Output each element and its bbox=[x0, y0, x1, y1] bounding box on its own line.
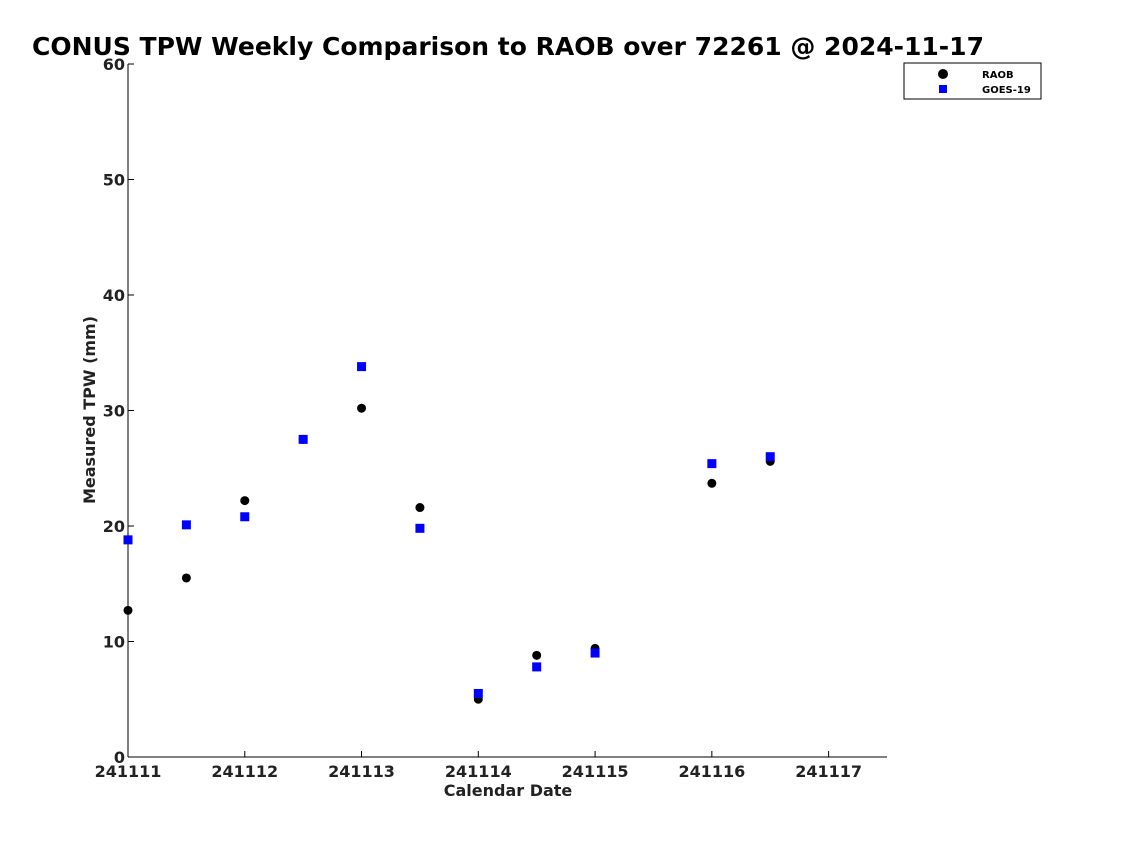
legend-marker-raob bbox=[938, 69, 948, 79]
legend-marker-goes19 bbox=[939, 85, 947, 93]
point-raob bbox=[707, 478, 717, 488]
y-tick-label: 0 bbox=[114, 748, 125, 767]
x-tick-label: 241112 bbox=[211, 762, 278, 781]
y-tick-label: 10 bbox=[103, 633, 125, 652]
y-tick-label: 20 bbox=[103, 517, 125, 536]
x-tick-label: 241117 bbox=[795, 762, 862, 781]
legend-box bbox=[903, 62, 1042, 100]
point-goes19 bbox=[357, 362, 367, 372]
point-goes19 bbox=[181, 520, 191, 530]
point-goes19 bbox=[765, 452, 775, 462]
y-tick-label: 50 bbox=[103, 171, 125, 190]
point-goes19 bbox=[415, 523, 425, 533]
chart-title: CONUS TPW Weekly Comparison to RAOB over… bbox=[32, 32, 984, 61]
legend-label-goes19: GOES-19 bbox=[982, 85, 1031, 96]
x-tick-label: 241115 bbox=[562, 762, 629, 781]
y-axis-label: Measured TPW (mm) bbox=[80, 316, 99, 504]
x-tick-label: 241113 bbox=[328, 762, 395, 781]
x-tick-label: 241116 bbox=[678, 762, 745, 781]
point-goes19 bbox=[473, 688, 483, 698]
point-raob bbox=[532, 650, 542, 660]
point-raob bbox=[415, 503, 425, 513]
point-goes19 bbox=[123, 535, 133, 545]
point-raob bbox=[357, 403, 367, 413]
point-raob bbox=[123, 605, 133, 615]
legend-label-raob: RAOB bbox=[982, 70, 1014, 81]
x-tick-label: 241114 bbox=[445, 762, 512, 781]
point-raob bbox=[181, 573, 191, 583]
y-tick-label: 30 bbox=[103, 402, 125, 421]
point-goes19 bbox=[240, 512, 250, 522]
plot-axes bbox=[127, 64, 887, 758]
legend: RAOB GOES-19 bbox=[903, 62, 1042, 100]
point-goes19 bbox=[707, 459, 717, 469]
x-ticks: 241111 241112 241113 241114 241115 241116 2411… bbox=[95, 751, 862, 781]
y-tick-label: 40 bbox=[103, 286, 125, 305]
y-ticks: 0 10 20 30 40 50 60 bbox=[103, 55, 134, 767]
x-tick-label: 241111 bbox=[95, 762, 162, 781]
point-raob bbox=[240, 496, 250, 506]
point-goes19 bbox=[298, 434, 308, 444]
y-tick-label: 60 bbox=[103, 55, 125, 74]
x-axis-label: Calendar Date bbox=[444, 781, 573, 800]
point-goes19 bbox=[590, 648, 600, 658]
data-points bbox=[123, 362, 775, 704]
point-goes19 bbox=[532, 662, 542, 672]
